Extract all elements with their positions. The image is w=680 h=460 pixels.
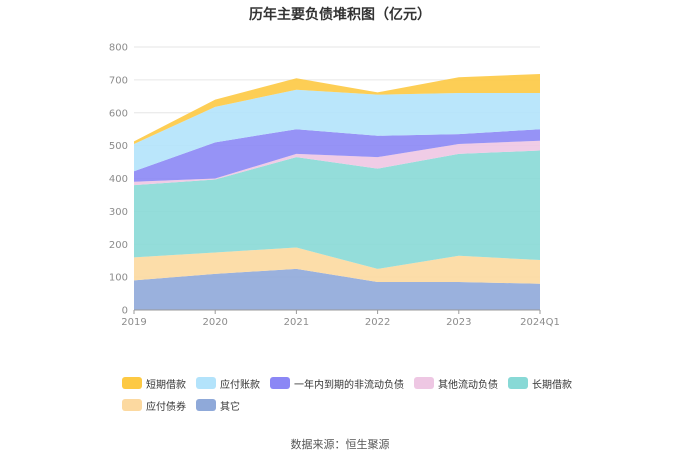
y-tick-label: 200 <box>109 240 128 251</box>
axis-layer: 0 100 200 300 400 500 600 700 800 2019 2020 2021 202… <box>109 43 560 329</box>
y-tick-label: 600 <box>109 108 128 119</box>
x-tick-label: 2021 <box>284 317 309 328</box>
y-tick-label: 300 <box>109 207 128 218</box>
legend-item[interactable]: 应付债券 <box>122 398 186 413</box>
y-tick-label: 500 <box>109 141 128 152</box>
x-tick-label: 2020 <box>202 317 227 328</box>
x-tick-label: 2023 <box>446 317 471 328</box>
legend-swatch <box>508 377 528 389</box>
y-tick-label: 400 <box>109 174 128 185</box>
legend-item[interactable]: 一年内到期的非流动负债 <box>270 376 404 391</box>
area-series-3 <box>134 140 540 186</box>
legend-swatch <box>414 377 434 389</box>
legend-label: 短期借款 <box>146 379 186 391</box>
legend: 短期借款 应付账款 一年内到期的非流动负债 其他流动负债 长期借款应付债券 其它 <box>122 376 582 420</box>
legend-item[interactable]: 短期借款 <box>122 376 186 391</box>
y-tick-label: 800 <box>109 43 128 54</box>
area-series-6 <box>134 73 540 144</box>
legend-label: 应付债券 <box>146 401 186 413</box>
legend-swatch <box>196 399 216 411</box>
legend-label: 其他流动负债 <box>438 379 498 391</box>
legend-label: 一年内到期的非流动负债 <box>294 379 404 391</box>
area-series-0 <box>134 268 540 310</box>
x-tick-label: 2019 <box>121 317 146 328</box>
legend-swatch <box>122 377 142 389</box>
source-note: 数据来源：恒生聚源 <box>290 438 390 451</box>
legend-item[interactable]: 其它 <box>196 398 240 413</box>
y-tick-label: 0 <box>122 306 128 317</box>
y-tick-label: 100 <box>109 273 128 284</box>
chart-title: 历年主要负债堆积图（亿元） <box>249 7 431 23</box>
legend-item[interactable]: 长期借款 <box>508 376 572 391</box>
area-series-5 <box>134 89 540 172</box>
area-layer <box>134 73 540 310</box>
area-series-4 <box>134 129 540 182</box>
legend-label: 其它 <box>220 401 240 413</box>
area-series-1 <box>134 247 540 284</box>
legend-swatch <box>270 377 290 389</box>
area-series-2 <box>134 150 540 269</box>
legend-swatch <box>122 399 142 411</box>
legend-swatch <box>196 377 216 389</box>
y-tick-label: 700 <box>109 75 128 86</box>
legend-label: 应付账款 <box>220 379 260 391</box>
x-tick-label: 2024Q1 <box>520 317 560 328</box>
legend-label: 长期借款 <box>532 379 572 391</box>
x-tick-label: 2022 <box>365 317 390 328</box>
legend-item[interactable]: 其他流动负债 <box>414 376 498 391</box>
legend-item[interactable]: 应付账款 <box>196 376 260 391</box>
stacked-area-chart: 0 100 200 300 400 500 600 700 800 2019 2020 2021 202… <box>109 43 560 329</box>
